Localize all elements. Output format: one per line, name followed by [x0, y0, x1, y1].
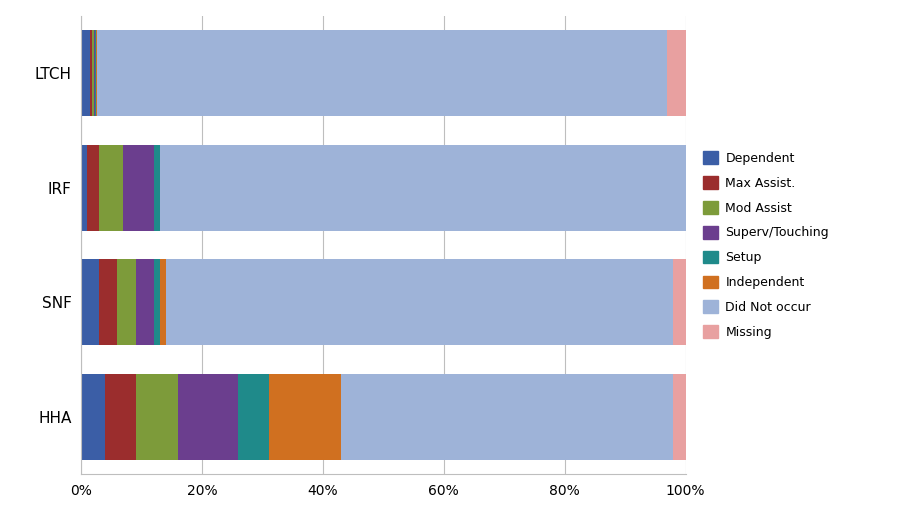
- Bar: [95, 30, 97, 116]
- Bar: [94, 30, 95, 116]
- Bar: [160, 145, 686, 231]
- Bar: [674, 374, 686, 460]
- Bar: [153, 259, 160, 345]
- Bar: [106, 374, 135, 460]
- Bar: [81, 145, 87, 231]
- Bar: [99, 259, 117, 345]
- Bar: [135, 374, 178, 460]
- Bar: [341, 374, 674, 460]
- Bar: [81, 374, 106, 460]
- Bar: [97, 30, 667, 116]
- Bar: [99, 145, 124, 231]
- Bar: [160, 259, 166, 345]
- Bar: [90, 30, 92, 116]
- Bar: [166, 259, 674, 345]
- Bar: [153, 145, 160, 231]
- Legend: Dependent, Max Assist., Mod Assist, Superv/Touching, Setup, Independent, Did Not: Dependent, Max Assist., Mod Assist, Supe…: [698, 146, 834, 344]
- Bar: [81, 30, 90, 116]
- Bar: [178, 374, 238, 460]
- Bar: [87, 145, 99, 231]
- Bar: [238, 374, 269, 460]
- Bar: [81, 259, 99, 345]
- Bar: [674, 259, 686, 345]
- Bar: [667, 30, 686, 116]
- Bar: [135, 259, 153, 345]
- Bar: [124, 145, 153, 231]
- Bar: [117, 259, 135, 345]
- Bar: [269, 374, 341, 460]
- Bar: [92, 30, 94, 116]
